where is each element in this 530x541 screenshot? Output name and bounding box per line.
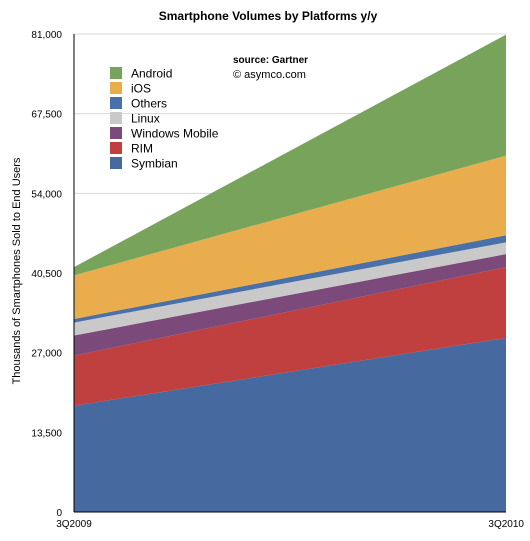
legend-label-windows-mobile: Windows Mobile xyxy=(131,127,219,141)
legend-label-others: Others xyxy=(131,97,167,111)
legend-swatch-others xyxy=(110,97,122,109)
area-rim xyxy=(74,267,506,406)
source-annotation: source: Gartner xyxy=(233,55,308,66)
x-tick-label-1: 3Q2010 xyxy=(488,519,524,530)
legend-label-rim: RIM xyxy=(131,142,153,156)
axes xyxy=(73,34,506,513)
x-tick-label-0: 3Q2009 xyxy=(56,519,92,530)
area-windows-mobile xyxy=(74,254,506,356)
legend-swatch-windows-mobile xyxy=(110,127,122,139)
credit-annotation: © asymco.com xyxy=(233,69,306,81)
y-tick-label-4: 54,000 xyxy=(31,189,62,200)
y-tick-label-6: 81,000 xyxy=(31,30,62,41)
legend-swatch-rim xyxy=(110,142,122,154)
area-symbian xyxy=(74,337,506,512)
tick-labels: 0 13,500 27,000 40,500 54,000 67,500 81,000 3Q2… xyxy=(31,30,524,530)
area-others xyxy=(74,235,506,323)
y-tick-label-2: 27,000 xyxy=(31,349,62,360)
area-linux xyxy=(74,242,506,336)
area-ios xyxy=(74,155,506,320)
area-android xyxy=(74,34,506,276)
plot-areas xyxy=(74,34,506,512)
legend-label-android: Android xyxy=(131,67,172,81)
legend-swatch-symbian xyxy=(110,157,122,169)
y-axis-label: Thousands of Smartphones Sold to End Use… xyxy=(11,157,23,384)
legend-swatch-android xyxy=(110,67,122,79)
y-tick-label-1: 13,500 xyxy=(31,428,62,439)
y-tick-label-5: 67,500 xyxy=(31,110,62,121)
legend-label-linux: Linux xyxy=(131,112,160,126)
legend-swatch-linux xyxy=(110,112,122,124)
legend-label-symbian: Symbian xyxy=(131,157,178,171)
y-tick-label-0: 0 xyxy=(56,508,62,519)
legend-swatch-ios xyxy=(110,82,122,94)
legend-label-ios: iOS xyxy=(131,82,151,96)
y-tick-label-3: 40,500 xyxy=(31,269,62,280)
chart-title: Smartphone Volumes by Platforms y/y xyxy=(159,9,378,23)
